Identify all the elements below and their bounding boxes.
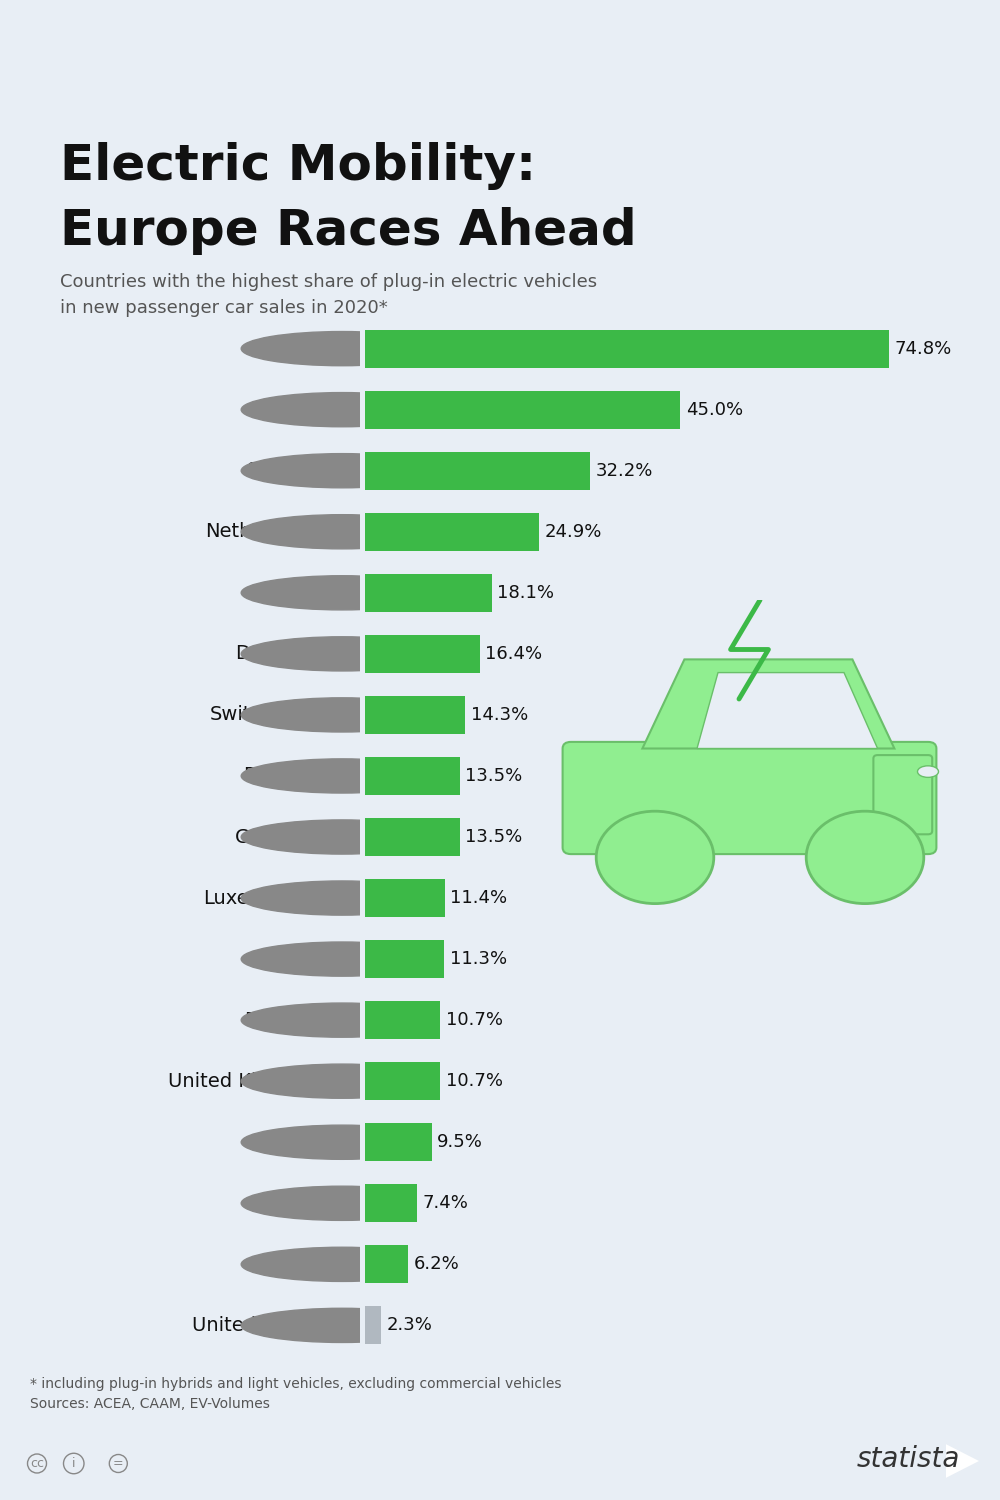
Circle shape [241,332,443,366]
Bar [365,574,492,612]
Circle shape [241,698,443,732]
Circle shape [241,1004,443,1036]
Text: Iceland: Iceland [254,400,324,418]
Circle shape [241,638,443,670]
Text: Luxembourg: Luxembourg [203,888,324,908]
Text: Denmark: Denmark [235,645,324,663]
Bar [365,513,539,550]
Text: Belgium: Belgium [244,1011,324,1029]
Text: 9.5%: 9.5% [437,1132,483,1150]
Circle shape [241,1308,443,1342]
Text: 32.2%: 32.2% [596,462,653,480]
Text: 6.2%: 6.2% [414,1256,460,1274]
FancyBboxPatch shape [563,742,936,853]
Text: Norway: Norway [250,339,324,358]
Circle shape [241,880,443,915]
Polygon shape [946,1444,979,1478]
Bar [365,392,680,429]
Circle shape [241,759,443,794]
Circle shape [241,393,443,427]
Text: =: = [113,1456,124,1470]
Text: Netherlands: Netherlands [205,522,324,542]
Text: Sweden: Sweden [247,460,324,480]
Text: 13.5%: 13.5% [465,766,522,784]
Text: 11.4%: 11.4% [450,890,508,908]
Text: i: i [72,1456,76,1470]
Bar [365,1306,381,1344]
Text: 7.4%: 7.4% [422,1194,468,1212]
Text: United Kingdom: United Kingdom [168,1071,324,1090]
Bar [365,1124,432,1161]
Text: Countries with the highest share of plug-in electric vehicles
in new passenger c: Countries with the highest share of plug… [60,273,597,318]
Text: Austria: Austria [255,1132,324,1152]
Text: Electric Mobility:: Electric Mobility: [60,142,536,190]
Text: Ireland: Ireland [257,1194,324,1214]
Circle shape [241,1186,443,1221]
Text: 74.8%: 74.8% [894,339,951,357]
Text: Portugal: Portugal [243,766,324,786]
Text: 10.7%: 10.7% [446,1072,503,1090]
Text: * including plug-in hybrids and light vehicles, excluding commercial vehicles
So: * including plug-in hybrids and light ve… [30,1377,562,1410]
Text: 11.3%: 11.3% [450,950,507,968]
Bar [365,1062,440,1100]
Bar [365,452,590,489]
Text: 45.0%: 45.0% [686,400,743,418]
Bar [365,634,480,674]
Circle shape [241,576,443,610]
Text: 13.5%: 13.5% [465,828,522,846]
Text: France: France [259,950,324,969]
Polygon shape [697,672,878,748]
Text: 18.1%: 18.1% [497,584,554,602]
Circle shape [241,1125,443,1160]
Bar [365,696,465,734]
Text: statista: statista [857,1444,960,1473]
Text: Germany: Germany [235,828,324,846]
Bar [365,1245,408,1284]
Circle shape [806,812,924,903]
Bar [365,818,460,856]
Bar [365,1185,417,1222]
Circle shape [241,453,443,488]
Text: 14.3%: 14.3% [471,706,528,724]
Circle shape [596,812,714,903]
Bar [365,758,460,795]
Polygon shape [642,660,894,748]
Text: Finland: Finland [254,584,324,603]
Bar [365,879,445,916]
Text: 10.7%: 10.7% [446,1011,503,1029]
Text: cc: cc [30,1456,44,1470]
Text: 16.4%: 16.4% [485,645,543,663]
Text: 24.9%: 24.9% [545,524,602,542]
Text: Switzerland: Switzerland [210,705,324,724]
Circle shape [241,821,443,854]
FancyBboxPatch shape [873,754,932,834]
Text: United States: United States [192,1316,324,1335]
Ellipse shape [918,766,938,777]
Text: China: China [268,1256,324,1274]
Bar [365,330,889,368]
Circle shape [241,942,443,976]
Bar [365,1000,440,1039]
Circle shape [241,1246,443,1281]
Bar [365,940,444,978]
Text: 2.3%: 2.3% [387,1317,433,1335]
Circle shape [241,1064,443,1098]
Text: Europe Races Ahead: Europe Races Ahead [60,207,637,255]
Circle shape [241,514,443,549]
